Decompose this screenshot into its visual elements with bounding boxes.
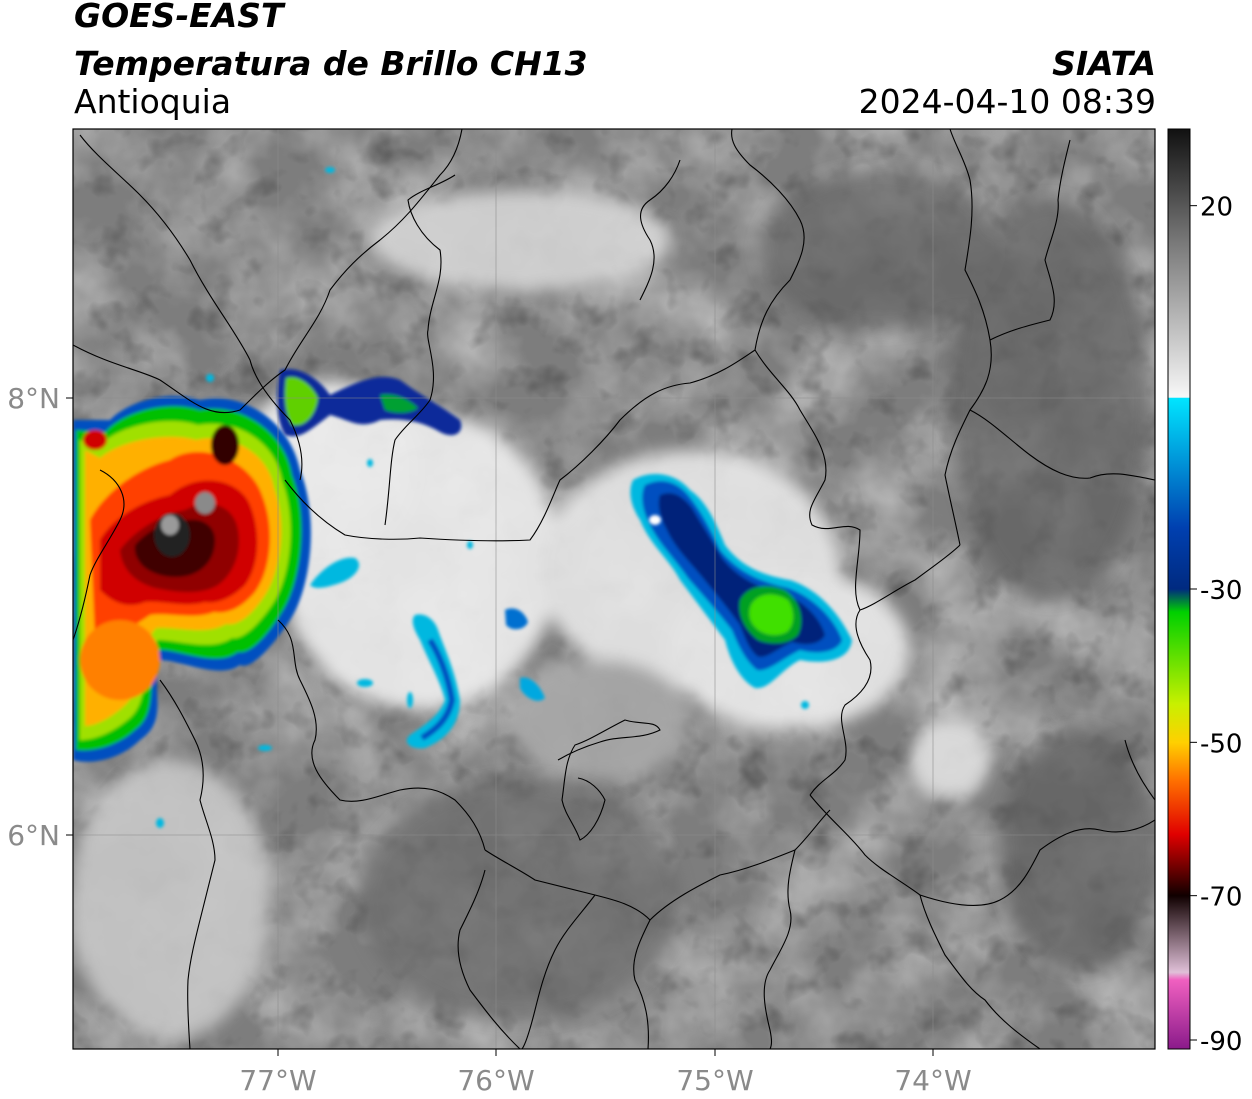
satellite-image: [73, 129, 1155, 1049]
colorbar-tick-label: -50: [1200, 729, 1242, 759]
y-axis-ticks: 8°N 6°N: [7, 382, 73, 852]
y-tick-label: 8°N: [7, 382, 60, 415]
graticule: [73, 129, 1155, 1049]
x-tick-label: 74°W: [894, 1064, 971, 1097]
y-tick-label: 6°N: [7, 819, 60, 852]
organization-label: SIATA: [1052, 44, 1156, 83]
colorbar-tick-label: -70: [1200, 883, 1242, 913]
colorbar-tick-label: -90: [1200, 1027, 1242, 1057]
x-tick-label: 75°W: [676, 1064, 753, 1097]
colorbar-tick-label: -30: [1200, 576, 1242, 606]
x-tick-label: 76°W: [457, 1064, 534, 1097]
dark-clear-areas: [360, 170, 1155, 1020]
product-title: Temperatura de Brillo CH13: [74, 44, 588, 83]
colorbar-ticks: 20 -30 -50 -70 -90: [1190, 193, 1242, 1057]
map-frame: [72, 128, 1156, 1050]
datetime-label: 2024-04-10 08:39: [858, 82, 1156, 121]
west-storm: [73, 396, 311, 762]
satellite-title: GOES-EAST: [74, 0, 284, 35]
colorbar: 20 -30 -50 -70 -90: [1167, 128, 1242, 1057]
region-label: Antioquia: [74, 82, 232, 121]
colorbar-tick-label: 20: [1200, 193, 1233, 223]
political-boundaries: [73, 129, 1155, 1049]
north-storm-strip: [277, 369, 462, 437]
x-tick-label: 77°W: [239, 1064, 316, 1097]
colorbar-bar: [1168, 129, 1190, 1049]
x-axis-ticks: 77°W 76°W 75°W 74°W: [239, 1049, 972, 1097]
small-cold-cells: [156, 167, 809, 828]
central-storm: [630, 474, 852, 689]
